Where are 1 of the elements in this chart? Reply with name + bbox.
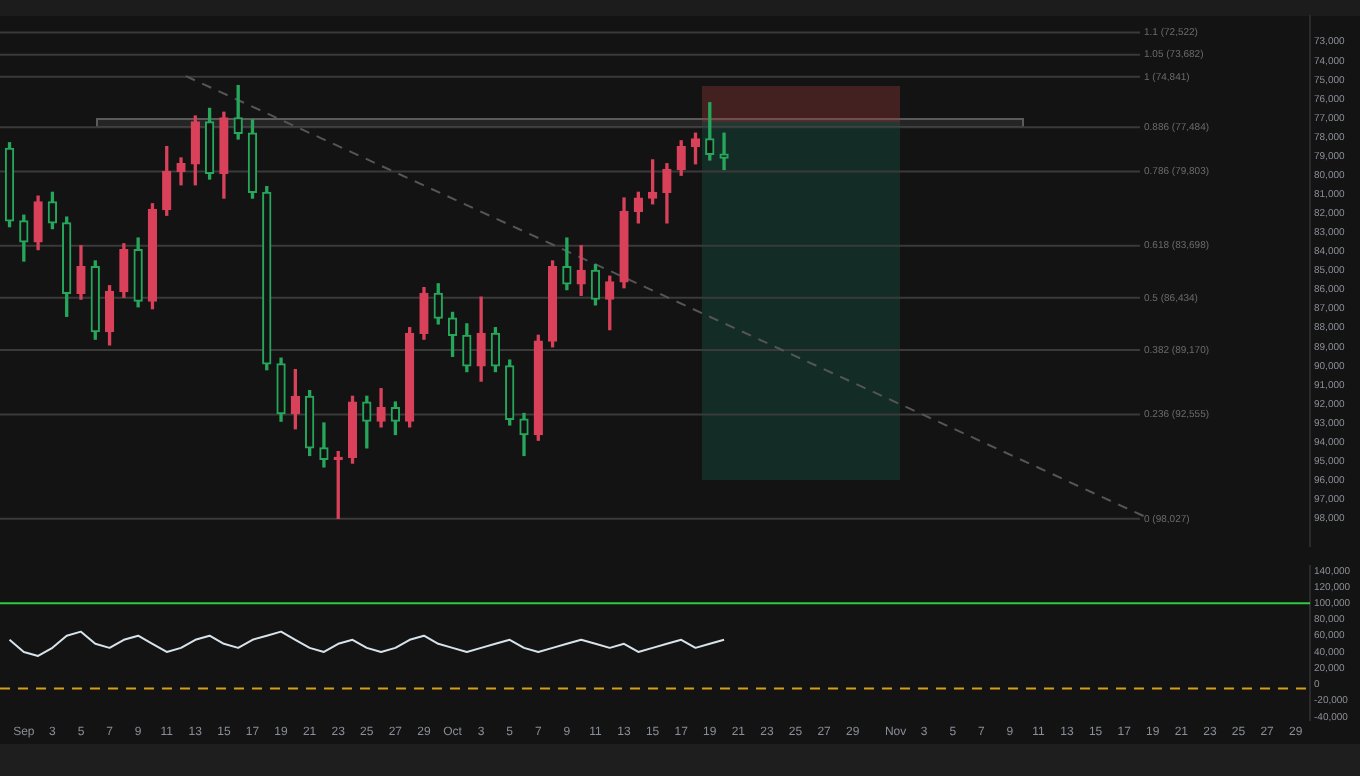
candlestick: [719, 132, 729, 171]
